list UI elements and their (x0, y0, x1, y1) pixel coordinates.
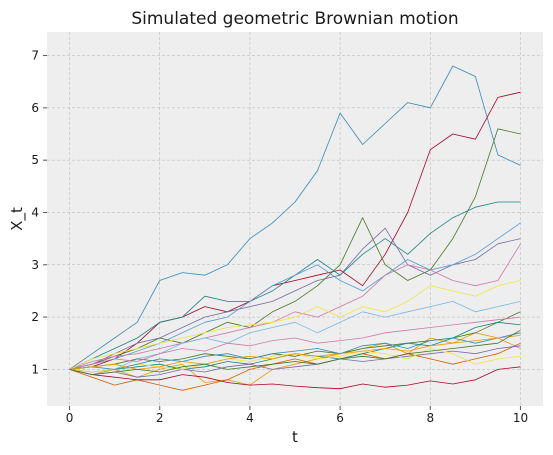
y-tick-label: 7 (31, 49, 39, 63)
y-tick-label: 3 (31, 258, 39, 272)
y-tick-label: 5 (31, 153, 39, 167)
y-tick-label: 2 (31, 310, 39, 324)
x-tick-label: 10 (513, 411, 528, 425)
x-tick-label: 8 (426, 411, 434, 425)
chart-title: Simulated geometric Brownian motion (131, 9, 458, 29)
x-tick-label: 6 (336, 411, 344, 425)
x-axis-label: t (292, 428, 298, 446)
y-tick-label: 6 (31, 101, 39, 115)
y-axis-label: X_t (8, 207, 27, 231)
y-tick-label: 4 (31, 205, 39, 219)
y-tick-label: 1 (31, 362, 39, 376)
x-tick-label: 0 (66, 411, 74, 425)
x-tick-label: 4 (246, 411, 254, 425)
x-tick-label: 2 (156, 411, 164, 425)
plot-background (47, 32, 543, 406)
